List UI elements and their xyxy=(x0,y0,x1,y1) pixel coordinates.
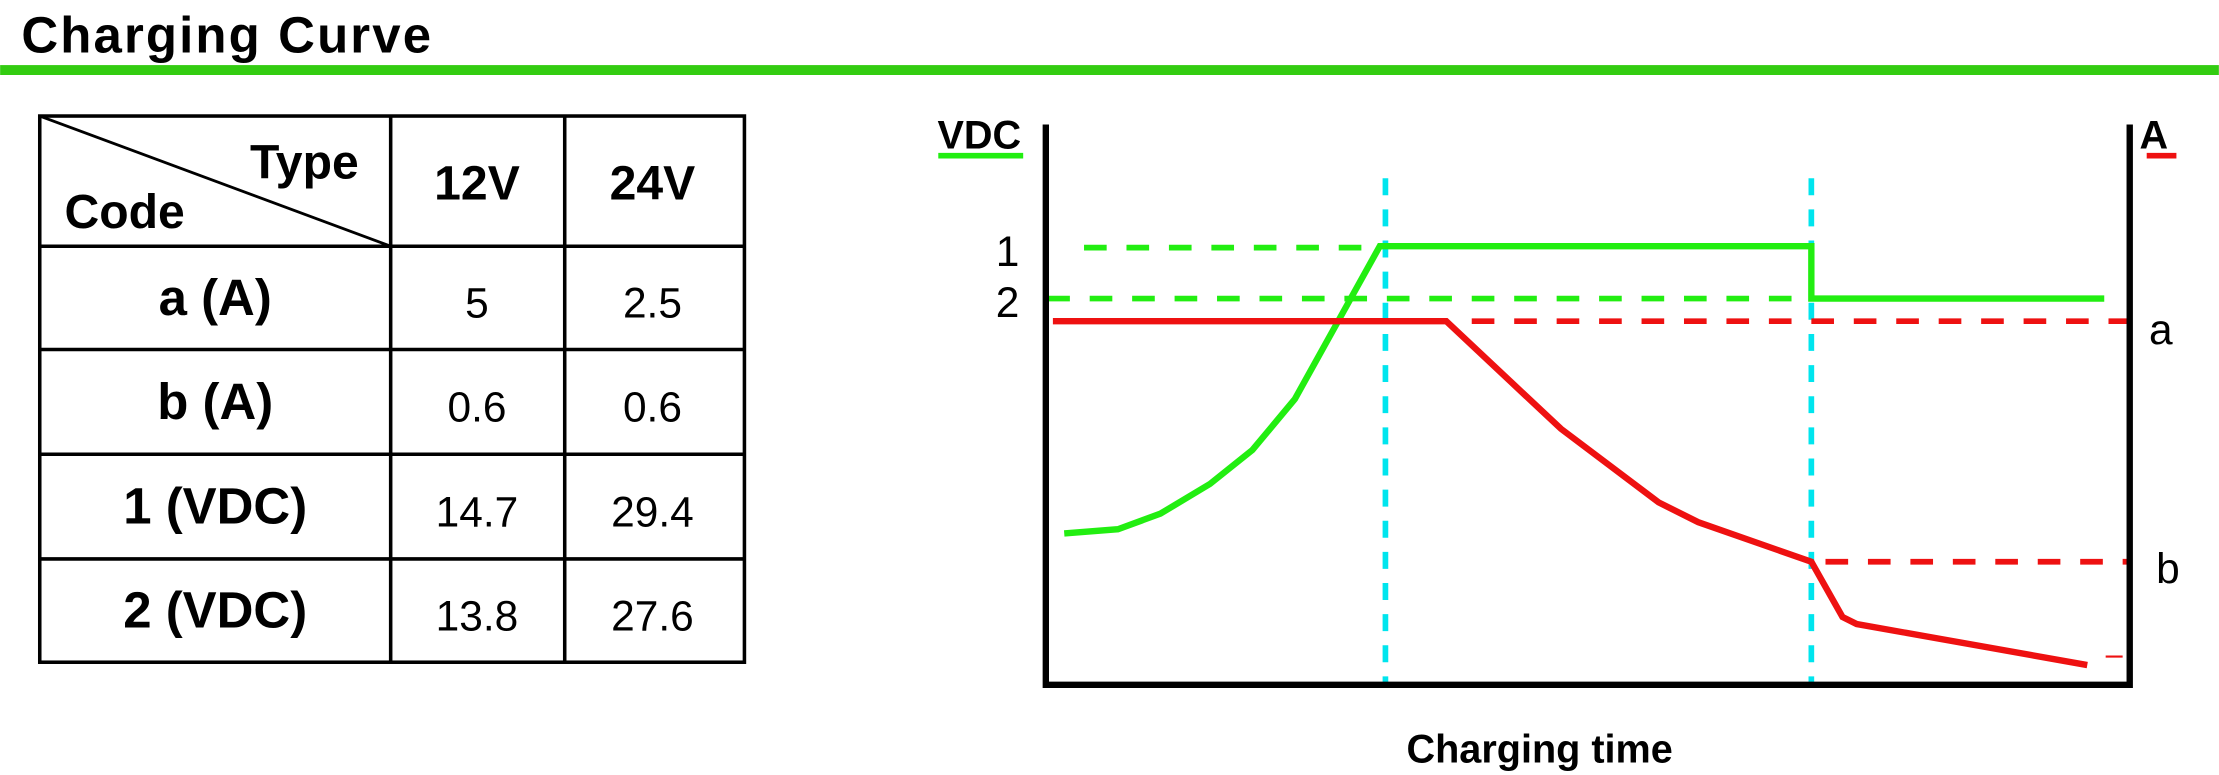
current-curve xyxy=(1052,318,2088,669)
phase-lines xyxy=(1382,178,1815,683)
row-label: b (A) xyxy=(157,373,273,430)
axes xyxy=(1042,124,2133,689)
cell-value: 27.6 xyxy=(611,592,694,639)
right-axis-label: A xyxy=(2139,114,2168,158)
level-label: 1 xyxy=(996,228,1020,275)
title-rule xyxy=(0,65,2219,75)
corner-code: Code xyxy=(65,185,185,239)
column-header: 12V xyxy=(434,157,520,211)
level-label: b xyxy=(2156,545,2180,592)
voltage-levels xyxy=(1047,244,1812,302)
cell-value: 14.7 xyxy=(436,488,519,535)
corner-type: Type xyxy=(250,135,359,189)
cell-value: 13.8 xyxy=(436,592,519,639)
voltage-curve xyxy=(1063,243,2105,537)
table-grid xyxy=(37,114,747,664)
row-label: 2 (VDC) xyxy=(123,582,307,639)
cell-value: 29.4 xyxy=(611,488,694,535)
row-label: 1 (VDC) xyxy=(123,478,307,535)
cell-value: 0.6 xyxy=(623,384,682,431)
cell-value: 5 xyxy=(465,280,489,327)
cell-value: 2.5 xyxy=(623,280,682,327)
level-label: a xyxy=(2149,306,2173,353)
column-header: 24V xyxy=(610,157,696,211)
title: Charging Curve xyxy=(21,6,433,63)
x-axis-label: Charging time xyxy=(1407,728,1673,772)
row-label: a (A) xyxy=(159,269,272,326)
cell-value: 0.6 xyxy=(447,384,506,431)
left-axis-label: VDC xyxy=(937,114,1021,158)
level-label: 2 xyxy=(996,279,1020,326)
current-levels xyxy=(1471,318,2130,565)
